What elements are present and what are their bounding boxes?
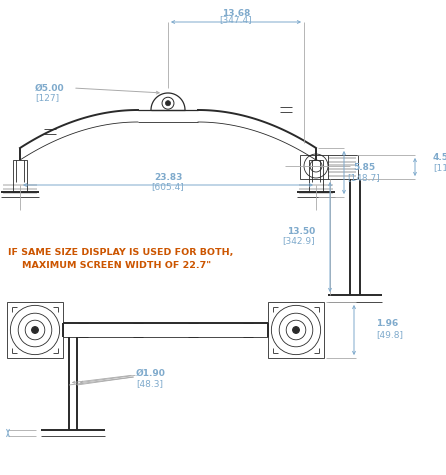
Bar [7,302,63,358]
Text: [114.3]: [114.3] [433,163,446,172]
Text: [127]: [127] [35,94,59,103]
Text: [347.4]: [347.4] [220,16,252,25]
Text: MAXIMUM SCREEN WIDTH OF 22.7": MAXIMUM SCREEN WIDTH OF 22.7" [22,260,211,269]
Circle shape [293,327,299,333]
Text: [49.8]: [49.8] [376,331,403,340]
Text: [48.3]: [48.3] [136,380,163,389]
Bar [13,160,27,192]
Text: Ø1.90: Ø1.90 [136,369,166,378]
Text: IF SAME SIZE DISPLAY IS USED FOR BOTH,: IF SAME SIZE DISPLAY IS USED FOR BOTH, [8,248,233,257]
Text: 5.85: 5.85 [353,163,375,172]
Text: Ø5.00: Ø5.00 [35,84,65,93]
Bar [268,302,324,358]
Text: [148.7]: [148.7] [347,173,380,182]
Text: 13.68: 13.68 [222,10,250,19]
Circle shape [32,327,38,333]
Text: [605.4]: [605.4] [152,182,184,191]
Text: 1.96: 1.96 [376,319,398,327]
Circle shape [165,101,170,106]
Text: [342.9]: [342.9] [282,237,315,246]
Text: 4.50: 4.50 [433,153,446,162]
Text: 23.83: 23.83 [154,172,182,181]
Bar [300,155,358,179]
Bar [309,160,323,192]
Text: 13.50: 13.50 [287,227,315,236]
